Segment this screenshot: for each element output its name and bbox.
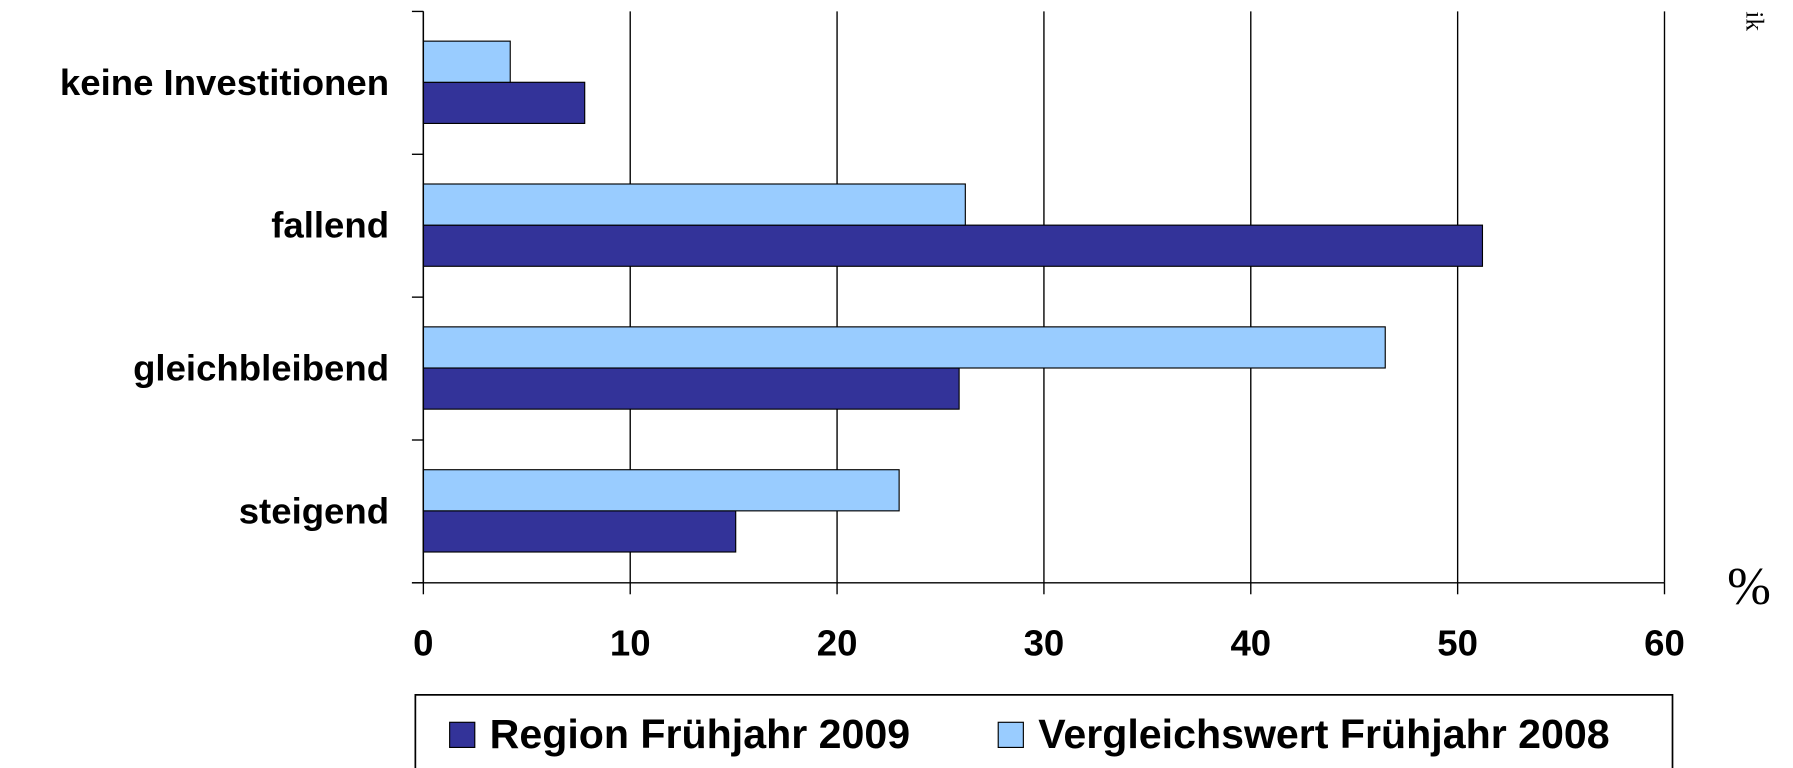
bar [422,224,1484,267]
bar [422,510,737,553]
y-tick-label: steigend [239,490,389,531]
x-tick-label: 30 [1024,622,1065,663]
bar [422,183,966,226]
bar [422,469,900,512]
x-tick-label: 50 [1437,622,1478,663]
x-tick-label: 10 [610,622,651,663]
legend-label: Vergleichswert Frühjahr 2008 [1038,711,1609,757]
legend-label: Region Frühjahr 2009 [490,711,911,757]
x-tick-label: 60 [1644,622,1685,663]
y-tick-label: gleichbleibend [133,348,389,389]
x-tick-label: 0 [413,622,433,663]
annotation: ik [1741,11,1768,31]
bar [422,326,1386,369]
x-tick-label: 20 [817,622,858,663]
legend-swatch [449,721,476,748]
bar [422,81,586,124]
x-unit: % [1727,558,1771,616]
bar [422,40,511,83]
y-tick-label: fallend [271,205,389,246]
x-tick-label: 40 [1230,622,1271,663]
legend-box [414,694,1674,768]
y-tick-label: keine Investitionen [60,62,389,103]
bar [422,367,960,410]
legend-swatch [997,721,1024,748]
